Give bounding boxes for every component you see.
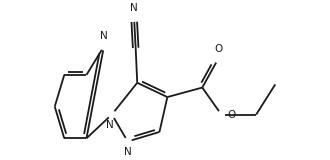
Text: O: O <box>227 110 235 120</box>
Text: N: N <box>100 31 108 41</box>
Text: N: N <box>106 120 114 130</box>
Text: O: O <box>214 44 222 54</box>
Text: N: N <box>130 3 138 13</box>
Text: N: N <box>124 147 132 157</box>
